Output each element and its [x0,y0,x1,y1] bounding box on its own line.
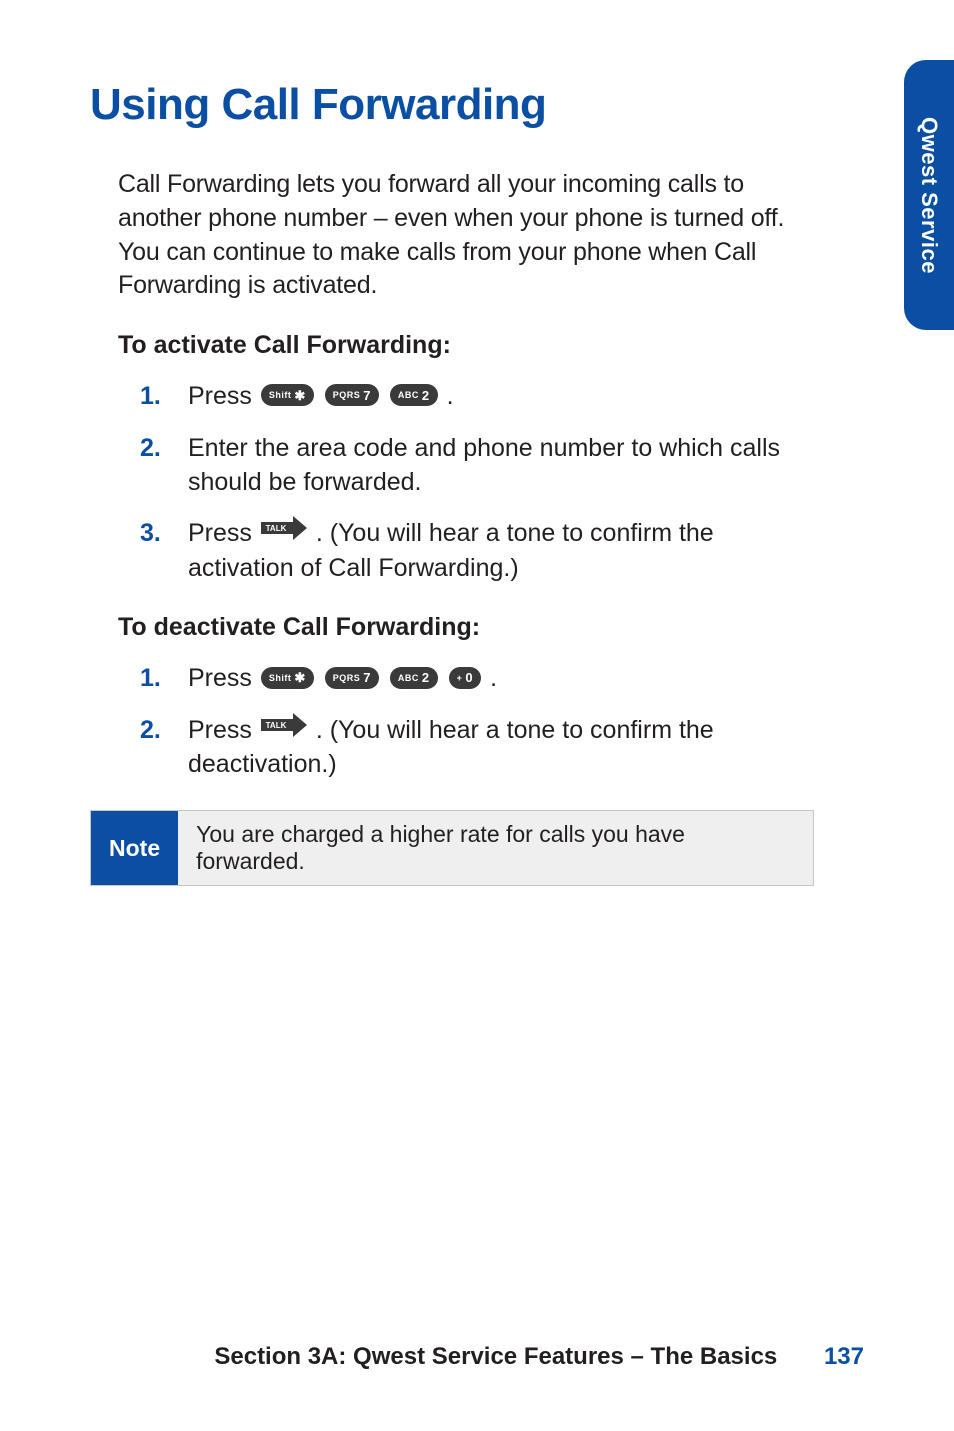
page-content: Call Forwarding lets you forward all you… [90,168,864,886]
page-footer: Section 3A: Qwest Service Features – The… [0,1343,954,1371]
step-body: Press Shift✱ PQRS7 ABC2 . [188,380,794,414]
step-text-post: . [490,664,497,692]
step-number: 1. [140,662,188,696]
step-number: 3. [140,517,188,551]
activate-step-3: 3. Press TALK . (You will hear a tone to… [140,517,794,585]
talk-key-icon: TALK [261,713,307,747]
note-text: You are charged a higher rate for calls … [178,811,813,885]
deactivate-steps: 1. Press Shift✱ PQRS7 ABC2 +0 . 2. Press [118,662,794,782]
step-body: Press Shift✱ PQRS7 ABC2 +0 . [188,662,794,696]
manual-page: Qwest Service Using Call Forwarding Call… [0,0,954,1431]
step-body: Enter the area code and phone number to … [188,432,794,500]
side-tab-label: Qwest Service [916,117,942,274]
activate-step-1: 1. Press Shift✱ PQRS7 ABC2 . [140,380,794,414]
note-box: Note You are charged a higher rate for c… [90,810,814,886]
key-7-icon: PQRS7 [325,384,379,406]
step-text-pre: Press [188,519,259,547]
key-2-icon: ABC2 [390,384,438,406]
note-label: Note [91,811,178,885]
step-text-pre: Press [188,382,259,410]
step-text-pre: Press [188,664,259,692]
step-text-pre: Press [188,716,259,744]
step-number: 2. [140,432,188,466]
talk-key-icon: TALK [261,516,307,550]
deactivate-step-2: 2. Press TALK . (You will hear a tone to… [140,714,794,782]
deactivate-heading: To deactivate Call Forwarding: [118,613,794,642]
step-number: 2. [140,714,188,748]
deactivate-step-1: 1. Press Shift✱ PQRS7 ABC2 +0 . [140,662,794,696]
step-number: 1. [140,380,188,414]
activate-step-2: 2. Enter the area code and phone number … [140,432,794,500]
key-7-icon: PQRS7 [325,667,379,689]
key-shift-star-icon: Shift✱ [261,667,314,689]
step-body: Press TALK . (You will hear a tone to co… [188,714,794,782]
page-title: Using Call Forwarding [90,80,864,130]
key-0-icon: +0 [449,667,482,689]
key-2-icon: ABC2 [390,667,438,689]
step-text-post: . [447,382,454,410]
section-side-tab: Qwest Service [904,60,954,330]
key-shift-star-icon: Shift✱ [261,384,314,406]
intro-paragraph: Call Forwarding lets you forward all you… [118,168,794,303]
svg-text:TALK: TALK [265,524,286,533]
activate-steps: 1. Press Shift✱ PQRS7 ABC2 . 2. Enter th… [118,380,794,585]
activate-heading: To activate Call Forwarding: [118,331,794,360]
svg-text:TALK: TALK [265,721,286,730]
step-body: Press TALK . (You will hear a tone to co… [188,517,794,585]
footer-section: Section 3A: Qwest Service Features – The… [214,1343,777,1370]
page-number: 137 [824,1343,864,1370]
